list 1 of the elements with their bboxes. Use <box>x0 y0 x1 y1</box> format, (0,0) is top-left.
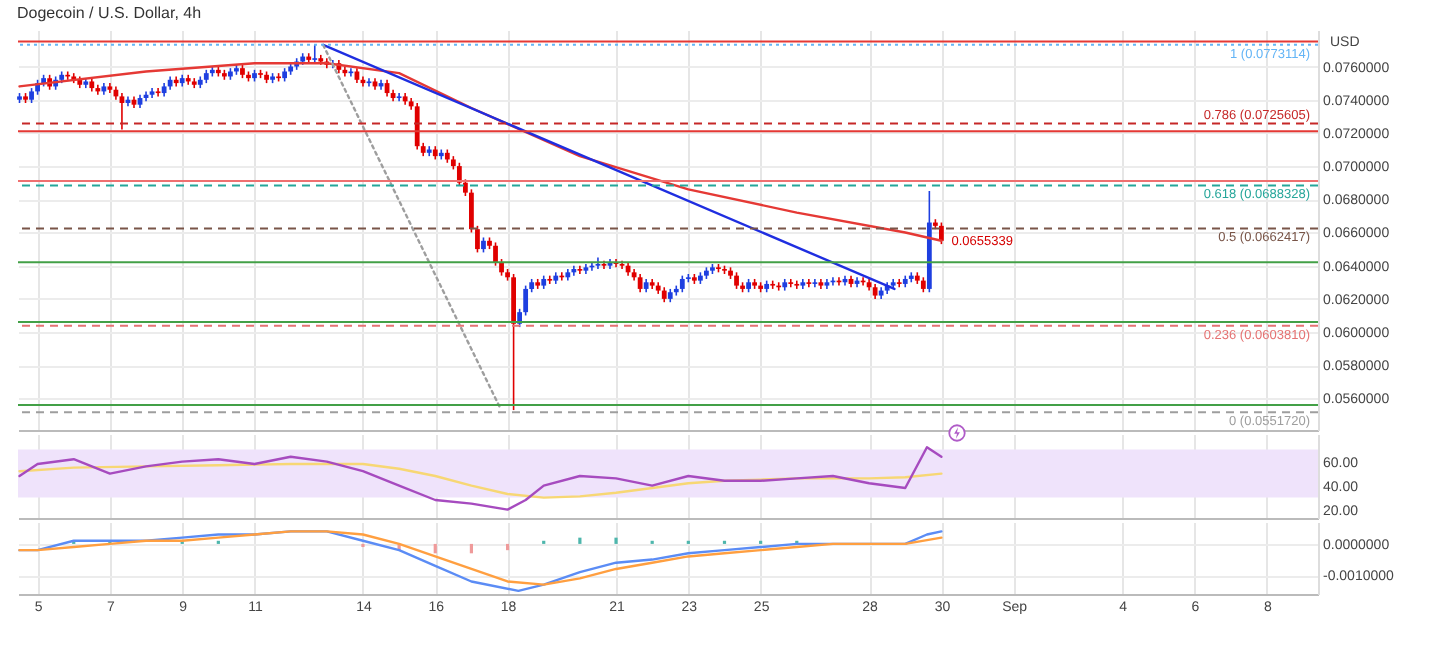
chart-title: Dogecoin / U.S. Dollar, 4h <box>17 4 202 22</box>
